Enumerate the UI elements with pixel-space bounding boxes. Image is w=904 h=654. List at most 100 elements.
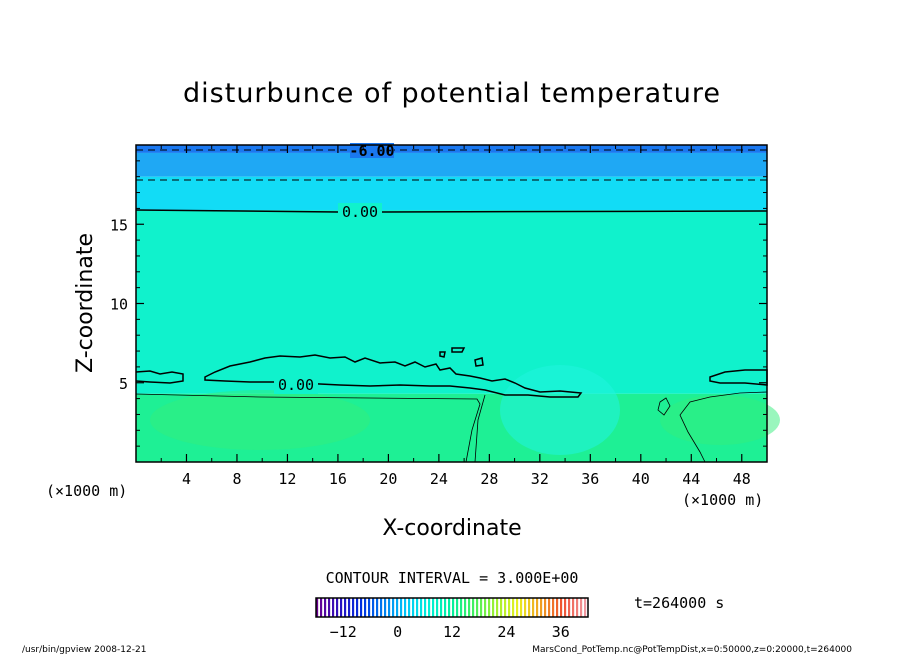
colorbar-gap (474, 598, 476, 617)
colorbar-stripe (380, 598, 383, 617)
colorbar-stripe (452, 598, 455, 617)
colorbar-gap (370, 598, 372, 617)
colorbar-gap (470, 598, 472, 617)
colorbar-gap (382, 598, 384, 617)
colorbar-gap (334, 598, 336, 617)
colorbar-stripe (512, 598, 515, 617)
colorbar-gap (558, 598, 560, 617)
colorbar-stripe (348, 598, 351, 617)
colorbar-stripe (328, 598, 331, 617)
x-tick-label-11: 48 (733, 470, 751, 488)
colorbar-gap (362, 598, 364, 617)
colorbar-stripe (556, 598, 559, 617)
colorbar-gap (390, 598, 392, 617)
colorbar-stripe (584, 598, 587, 617)
colorbar-stripe (532, 598, 535, 617)
band-1 (136, 152, 767, 177)
colorbar-stripe (368, 598, 371, 617)
colorbar-gap (338, 598, 340, 617)
colorbar-gap (458, 598, 460, 617)
small-contour-blobs (439, 347, 484, 367)
contour-label-top: -6.00 (349, 142, 394, 160)
colorbar-gap (434, 598, 436, 617)
colorbar-stripe (344, 598, 347, 617)
contour-interval: CONTOUR INTERVAL = 3.000E+00 (326, 569, 579, 587)
colorbar-gap (562, 598, 564, 617)
colorbar-gap (486, 598, 488, 617)
time-label: t=264000 s (634, 594, 724, 612)
colorbar-gap (326, 598, 328, 617)
shading-blob-middle (500, 365, 620, 455)
contour-label-upper-text: 0.00 (342, 203, 378, 221)
shading-blob-left (150, 390, 370, 450)
thin-contour-spot (657, 397, 671, 416)
colorbar-gap (374, 598, 376, 617)
colorbar-gap (354, 598, 356, 617)
x-tick-label-4: 20 (379, 470, 397, 488)
thin-contour-right (679, 391, 768, 463)
colorbar-stripe (576, 598, 579, 617)
colorbar-stripe (412, 598, 415, 617)
colorbar-gap (482, 598, 484, 617)
colorbar-stripe (552, 598, 555, 617)
y-tick-label-0: 5 (119, 375, 128, 393)
colorbar-stripes (316, 598, 588, 617)
colorbar-gap (550, 598, 552, 617)
zero-contour-upper (135, 209, 768, 213)
colorbar-gap (546, 598, 548, 617)
colorbar-stripe (336, 598, 339, 617)
colorbar: −12 0 12 24 36 (315, 597, 589, 641)
colorbar-gap (570, 598, 572, 617)
colorbar-stripe (536, 598, 539, 617)
x-tick-label-5: 24 (430, 470, 448, 488)
colorbar-gap (578, 598, 580, 617)
colorbar-stripe (508, 598, 511, 617)
colorbar-stripe (404, 598, 407, 617)
colorbar-gap (418, 598, 420, 617)
x-tick-label-8: 36 (581, 470, 599, 488)
colorbar-stripe (392, 598, 395, 617)
colorbar-stripe (524, 598, 527, 617)
colorbar-gap (518, 598, 520, 617)
x-tick-label-9: 40 (632, 470, 650, 488)
colorbar-stripe (400, 598, 403, 617)
colorbar-stripe (340, 598, 343, 617)
colorbar-gap (322, 598, 324, 617)
colorbar-stripe (500, 598, 503, 617)
colorbar-gap (566, 598, 568, 617)
colorbar-tick-label-3: 24 (497, 623, 515, 641)
colorbar-gap (366, 598, 368, 617)
colorbar-stripe (376, 598, 379, 617)
colorbar-gap (398, 598, 400, 617)
colorbar-gap (430, 598, 432, 617)
thin-contour-left (135, 393, 481, 463)
colorbar-gap (454, 598, 456, 617)
colorbar-gap (490, 598, 492, 617)
colorbar-gap (542, 598, 544, 617)
colorbar-gap (410, 598, 412, 617)
colorbar-stripe (480, 598, 483, 617)
colorbar-stripe (332, 598, 335, 617)
colorbar-gap (426, 598, 428, 617)
band-2 (136, 176, 767, 210)
colorbar-gap (574, 598, 576, 617)
shading-blob-right (660, 395, 780, 445)
colorbar-gap (478, 598, 480, 617)
colorbar-frame (315, 597, 589, 618)
colorbar-tick-label-2: 12 (443, 623, 461, 641)
colorbar-stripe (436, 598, 439, 617)
colorbar-gap (466, 598, 468, 617)
colorbar-gap (350, 598, 352, 617)
contour-label-lower-text: 0.00 (278, 376, 314, 394)
colorbar-stripe (464, 598, 467, 617)
colorbar-stripe (504, 598, 507, 617)
x-tick-label-0: 4 (182, 470, 191, 488)
colorbar-gap (534, 598, 536, 617)
footer-left: /usr/bin/gpview 2008-12-21 (22, 645, 146, 654)
colorbar-stripe (324, 598, 327, 617)
colorbar-stripe (448, 598, 451, 617)
colorbar-stripe (472, 598, 475, 617)
colorbar-stripe (432, 598, 435, 617)
